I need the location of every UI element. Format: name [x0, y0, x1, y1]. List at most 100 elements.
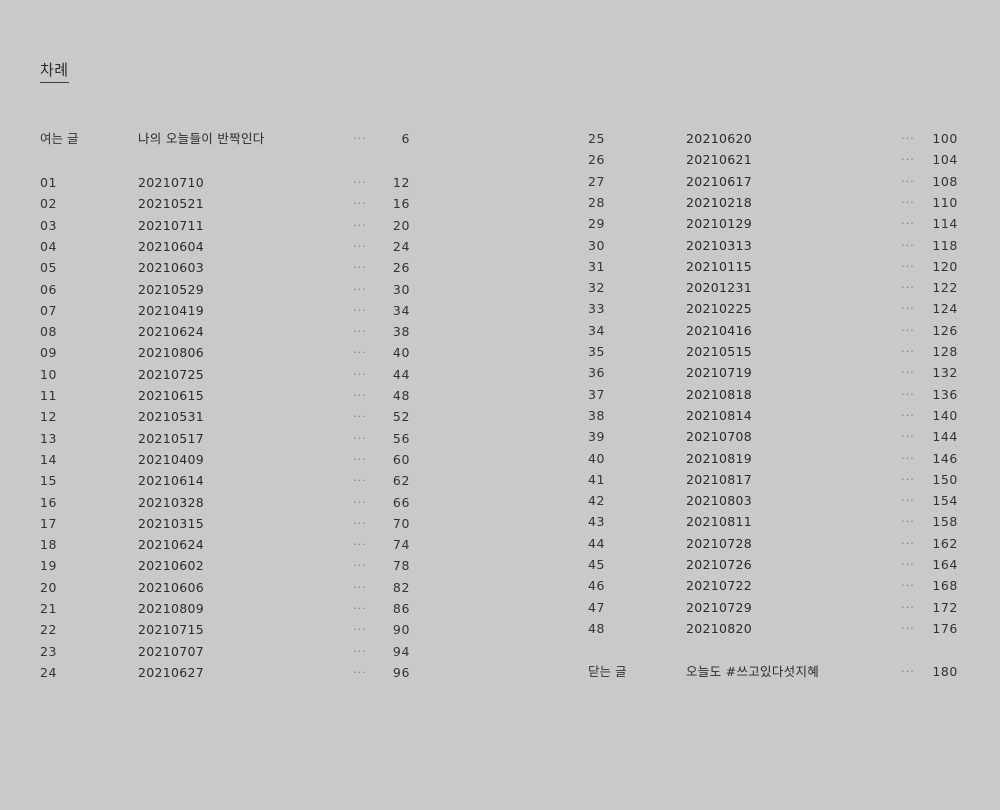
toc-entry-row[interactable]: 28 20210218 ··· 110 [588, 192, 958, 213]
toc-entry-row[interactable]: 01 20210710 ··· 12 [40, 172, 410, 193]
toc-entry-row[interactable]: 27 20210617 ··· 108 [588, 171, 958, 192]
toc-entry-row[interactable]: 45 20210726 ··· 164 [588, 554, 958, 575]
toc-entry-row[interactable]: 29 20210129 ··· 114 [588, 213, 958, 234]
toc-entry-row[interactable]: 06 20210529 ··· 30 [40, 279, 410, 300]
toc-entry-row[interactable]: 23 20210707 ··· 94 [40, 641, 410, 662]
toc-entry-title[interactable]: 20210129 [686, 216, 753, 232]
toc-entry-row[interactable]: 04 20210604 ··· 24 [40, 236, 410, 257]
toc-entry-row[interactable]: 03 20210711 ··· 20 [40, 215, 410, 236]
toc-entry-row[interactable]: 16 20210328 ··· 66 [40, 492, 410, 513]
toc-entry-title[interactable]: 20210725 [138, 366, 205, 382]
toc-entry-row[interactable]: 02 20210521 ··· 16 [40, 193, 410, 214]
toc-entry-title[interactable]: 20201231 [686, 280, 753, 296]
toc-entry-title[interactable]: 20210620 [686, 131, 753, 146]
toc-entry-row[interactable]: 19 20210602 ··· 78 [40, 555, 410, 576]
toc-entry-row[interactable]: 22 20210715 ··· 90 [40, 619, 410, 640]
toc-entry-title[interactable]: 20210811 [686, 514, 753, 530]
toc-entry-title[interactable]: 20210531 [138, 409, 205, 425]
toc-entry-row[interactable]: 41 20210817 ··· 150 [588, 469, 958, 490]
toc-entry-title[interactable]: 20210710 [138, 175, 205, 190]
toc-entry-row[interactable]: 34 20210416 ··· 126 [588, 320, 958, 341]
toc-entry-row[interactable]: 43 20210811 ··· 158 [588, 511, 958, 532]
toc-label-row[interactable]: 닫는 글 오늘도 #쓰고있다섯지혜 ··· 180 [588, 661, 958, 682]
toc-entry-title[interactable]: 20210315 [138, 515, 205, 531]
toc-entry-row[interactable]: 21 20210809 ··· 86 [40, 598, 410, 619]
toc-entry-row[interactable]: 39 20210708 ··· 144 [588, 426, 958, 447]
toc-entry-row[interactable]: 25 20210620 ··· 100 [588, 128, 958, 149]
toc-entry-title[interactable]: 20210617 [686, 173, 753, 189]
toc-entry-title[interactable]: 20210603 [138, 260, 205, 276]
toc-entry-title[interactable]: 20210817 [686, 471, 753, 487]
toc-entry-title[interactable]: 20210115 [686, 258, 753, 274]
toc-entry-title[interactable]: 20210218 [686, 194, 753, 210]
toc-entry-row[interactable]: 35 20210515 ··· 128 [588, 341, 958, 362]
toc-entry-row[interactable]: 10 20210725 ··· 44 [40, 364, 410, 385]
toc-entry-title[interactable]: 20210225 [686, 301, 753, 317]
toc-entry-row[interactable]: 38 20210814 ··· 140 [588, 405, 958, 426]
toc-entry-title[interactable]: 오늘도 #쓰고있다섯지혜 [686, 663, 820, 679]
toc-entry-title[interactable]: 20210803 [686, 493, 753, 509]
toc-entry-title[interactable]: 20210517 [138, 430, 205, 446]
toc-entry-title[interactable]: 20210814 [686, 407, 753, 423]
toc-entry-row[interactable]: 12 20210531 ··· 52 [40, 406, 410, 427]
toc-entry-title[interactable]: 20210728 [686, 535, 753, 551]
toc-entry-row[interactable]: 46 20210722 ··· 168 [588, 575, 958, 596]
toc-entry-row[interactable]: 42 20210803 ··· 154 [588, 490, 958, 511]
toc-entry-title[interactable]: 20210604 [138, 238, 205, 254]
toc-entry-title[interactable]: 20210416 [686, 322, 753, 338]
toc-entry-row[interactable]: 14 20210409 ··· 60 [40, 449, 410, 470]
toc-entry-row[interactable]: 20 20210606 ··· 82 [40, 577, 410, 598]
toc-entry-row[interactable]: 33 20210225 ··· 124 [588, 298, 958, 319]
toc-entry-title[interactable]: 20210614 [138, 473, 205, 489]
toc-entry-row[interactable]: 05 20210603 ··· 26 [40, 257, 410, 278]
toc-entry-row[interactable]: 31 20210115 ··· 120 [588, 256, 958, 277]
toc-label-row[interactable]: 여는 글 나의 오늘들이 반짝인다 ··· 6 [40, 128, 410, 149]
toc-entry-title[interactable]: 20210419 [138, 302, 205, 318]
toc-entry-title[interactable]: 20210707 [138, 643, 205, 659]
toc-entry-title[interactable]: 20210529 [138, 281, 205, 297]
toc-entry-row[interactable]: 17 20210315 ··· 70 [40, 513, 410, 534]
toc-entry-row[interactable]: 47 20210729 ··· 172 [588, 597, 958, 618]
toc-entry-title[interactable]: 20210328 [138, 494, 205, 510]
toc-entry-title[interactable]: 20210624 [138, 324, 205, 340]
toc-entry-title[interactable]: 20210708 [686, 429, 753, 445]
toc-entry-title[interactable]: 20210624 [138, 537, 205, 553]
toc-entry-title[interactable]: 20210627 [138, 664, 205, 680]
toc-entry-row[interactable]: 13 20210517 ··· 56 [40, 428, 410, 449]
toc-entry-title[interactable]: 20210621 [686, 152, 753, 168]
toc-entry-title[interactable]: 20210806 [138, 345, 205, 361]
toc-entry-row[interactable]: 15 20210614 ··· 62 [40, 470, 410, 491]
toc-entry-row[interactable]: 36 20210719 ··· 132 [588, 362, 958, 383]
toc-entry-title[interactable]: 20210313 [686, 237, 753, 253]
toc-entry-title[interactable]: 20210722 [686, 578, 753, 594]
toc-entry-row[interactable]: 37 20210818 ··· 136 [588, 384, 958, 405]
toc-entry-row[interactable]: 18 20210624 ··· 74 [40, 534, 410, 555]
toc-entry-title[interactable]: 20210615 [138, 388, 205, 403]
toc-entry-title[interactable]: 20210818 [686, 386, 753, 402]
toc-entry-row[interactable]: 48 20210820 ··· 176 [588, 618, 958, 639]
toc-entry-title[interactable]: 20210819 [686, 450, 753, 466]
toc-entry-title[interactable]: 20210820 [686, 620, 753, 636]
toc-entry-row[interactable]: 40 20210819 ··· 146 [588, 448, 958, 469]
toc-entry-row[interactable]: 08 20210624 ··· 38 [40, 321, 410, 342]
toc-entry-row[interactable]: 11 20210615 ··· 48 [40, 385, 410, 406]
toc-entry-title[interactable]: 20210515 [686, 344, 753, 359]
toc-entry-title[interactable]: 나의 오늘들이 반짝인다 [138, 131, 265, 146]
toc-entry-title[interactable]: 20210606 [138, 579, 205, 595]
toc-entry-title[interactable]: 20210409 [138, 451, 205, 467]
toc-entry-title[interactable]: 20210602 [138, 558, 205, 574]
toc-entry-title[interactable]: 20210521 [138, 196, 205, 212]
toc-entry-title[interactable]: 20210711 [138, 217, 205, 233]
toc-entry-row[interactable]: 09 20210806 ··· 40 [40, 342, 410, 363]
toc-entry-title[interactable]: 20210729 [686, 599, 753, 615]
toc-entry-row[interactable]: 44 20210728 ··· 162 [588, 533, 958, 554]
toc-entry-title[interactable]: 20210809 [138, 601, 205, 616]
toc-entry-row[interactable]: 07 20210419 ··· 34 [40, 300, 410, 321]
toc-entry-row[interactable]: 26 20210621 ··· 104 [588, 149, 958, 170]
toc-entry-row[interactable]: 32 20201231 ··· 122 [588, 277, 958, 298]
toc-entry-title[interactable]: 20210726 [686, 557, 753, 572]
toc-entry-row[interactable]: 24 20210627 ··· 96 [40, 662, 410, 683]
toc-entry-title[interactable]: 20210719 [686, 365, 753, 381]
toc-entry-title[interactable]: 20210715 [138, 622, 205, 638]
toc-entry-row[interactable]: 30 20210313 ··· 118 [588, 235, 958, 256]
